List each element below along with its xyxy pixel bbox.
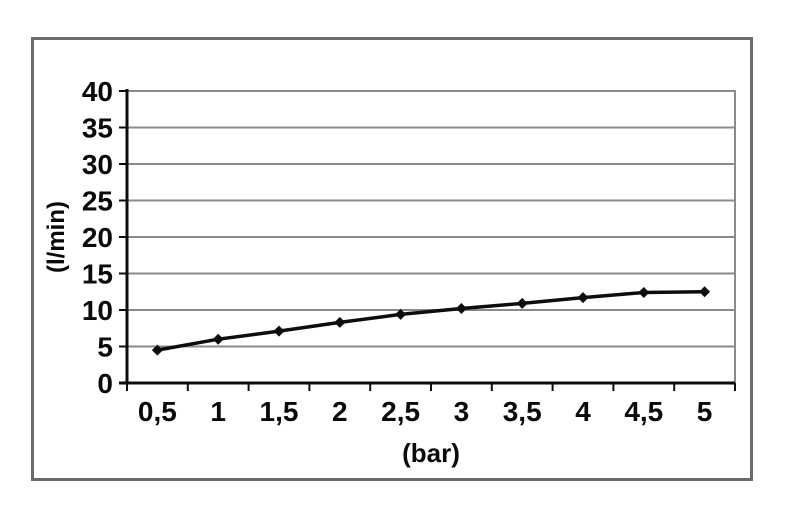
data-point-marker [395, 308, 407, 320]
y-tick-label: 40 [82, 76, 113, 107]
y-tick-label: 20 [82, 222, 113, 253]
y-tick-label: 0 [97, 368, 113, 399]
data-point-marker [212, 333, 224, 345]
y-axis-title: (l/min) [43, 201, 70, 273]
y-tick-label: 15 [82, 259, 113, 290]
chart-frame [31, 37, 753, 481]
x-tick-label: 3,5 [503, 396, 542, 427]
y-tick-label: 5 [97, 332, 113, 363]
x-tick-label: 2,5 [381, 396, 420, 427]
y-tick-label: 30 [82, 149, 113, 180]
data-point-marker [273, 325, 285, 337]
series-line [155, 290, 707, 352]
x-axis-title: (bar) [402, 438, 460, 468]
x-tick-label: 2 [332, 396, 348, 427]
data-point-marker [455, 303, 467, 315]
data-point-marker [577, 292, 589, 304]
x-tick-label: 1 [210, 396, 226, 427]
x-tick-label: 3 [454, 396, 470, 427]
y-tick-label: 25 [82, 186, 113, 217]
x-tick-label: 1,5 [260, 396, 299, 427]
y-tick-label: 35 [82, 113, 113, 144]
data-point-marker [699, 286, 711, 298]
data-point-marker [516, 297, 528, 309]
data-point-marker [334, 316, 346, 328]
x-tick-label: 5 [697, 396, 713, 427]
x-tick-label: 0,5 [138, 396, 177, 427]
y-tick-label: 10 [82, 295, 113, 326]
x-tick-label: 4,5 [624, 396, 663, 427]
x-tick-label: 4 [575, 396, 591, 427]
data-point-marker [638, 286, 650, 298]
data-point-marker [151, 344, 163, 356]
